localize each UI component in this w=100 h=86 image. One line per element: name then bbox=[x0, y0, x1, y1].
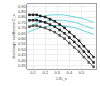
svg-text:0.40: 0.40 bbox=[18, 58, 27, 63]
svg-text:0.50: 0.50 bbox=[18, 47, 27, 52]
svg-text:0.45: 0.45 bbox=[18, 52, 27, 57]
svg-text:0.60: 0.60 bbox=[18, 36, 27, 41]
svg-text:discharge coefficient C_v: discharge coefficient C_v bbox=[11, 14, 16, 59]
svg-text:0.35: 0.35 bbox=[18, 63, 27, 68]
svg-text:0.65: 0.65 bbox=[18, 31, 27, 36]
svg-text:0.55: 0.55 bbox=[18, 41, 27, 46]
svg-text:0.85: 0.85 bbox=[18, 9, 27, 14]
svg-text:0.3: 0.3 bbox=[54, 70, 60, 75]
svg-text:0.80: 0.80 bbox=[18, 14, 27, 19]
svg-text:0.90: 0.90 bbox=[18, 4, 27, 9]
svg-text:0.4: 0.4 bbox=[67, 70, 73, 75]
svg-text:L/D_v: L/D_v bbox=[56, 76, 66, 81]
svg-text:0.1: 0.1 bbox=[30, 70, 36, 75]
svg-text:0.2: 0.2 bbox=[42, 70, 48, 75]
svg-text:0.70: 0.70 bbox=[18, 25, 27, 30]
svg-text:0.5: 0.5 bbox=[79, 70, 85, 75]
svg-text:0.75: 0.75 bbox=[18, 20, 27, 25]
